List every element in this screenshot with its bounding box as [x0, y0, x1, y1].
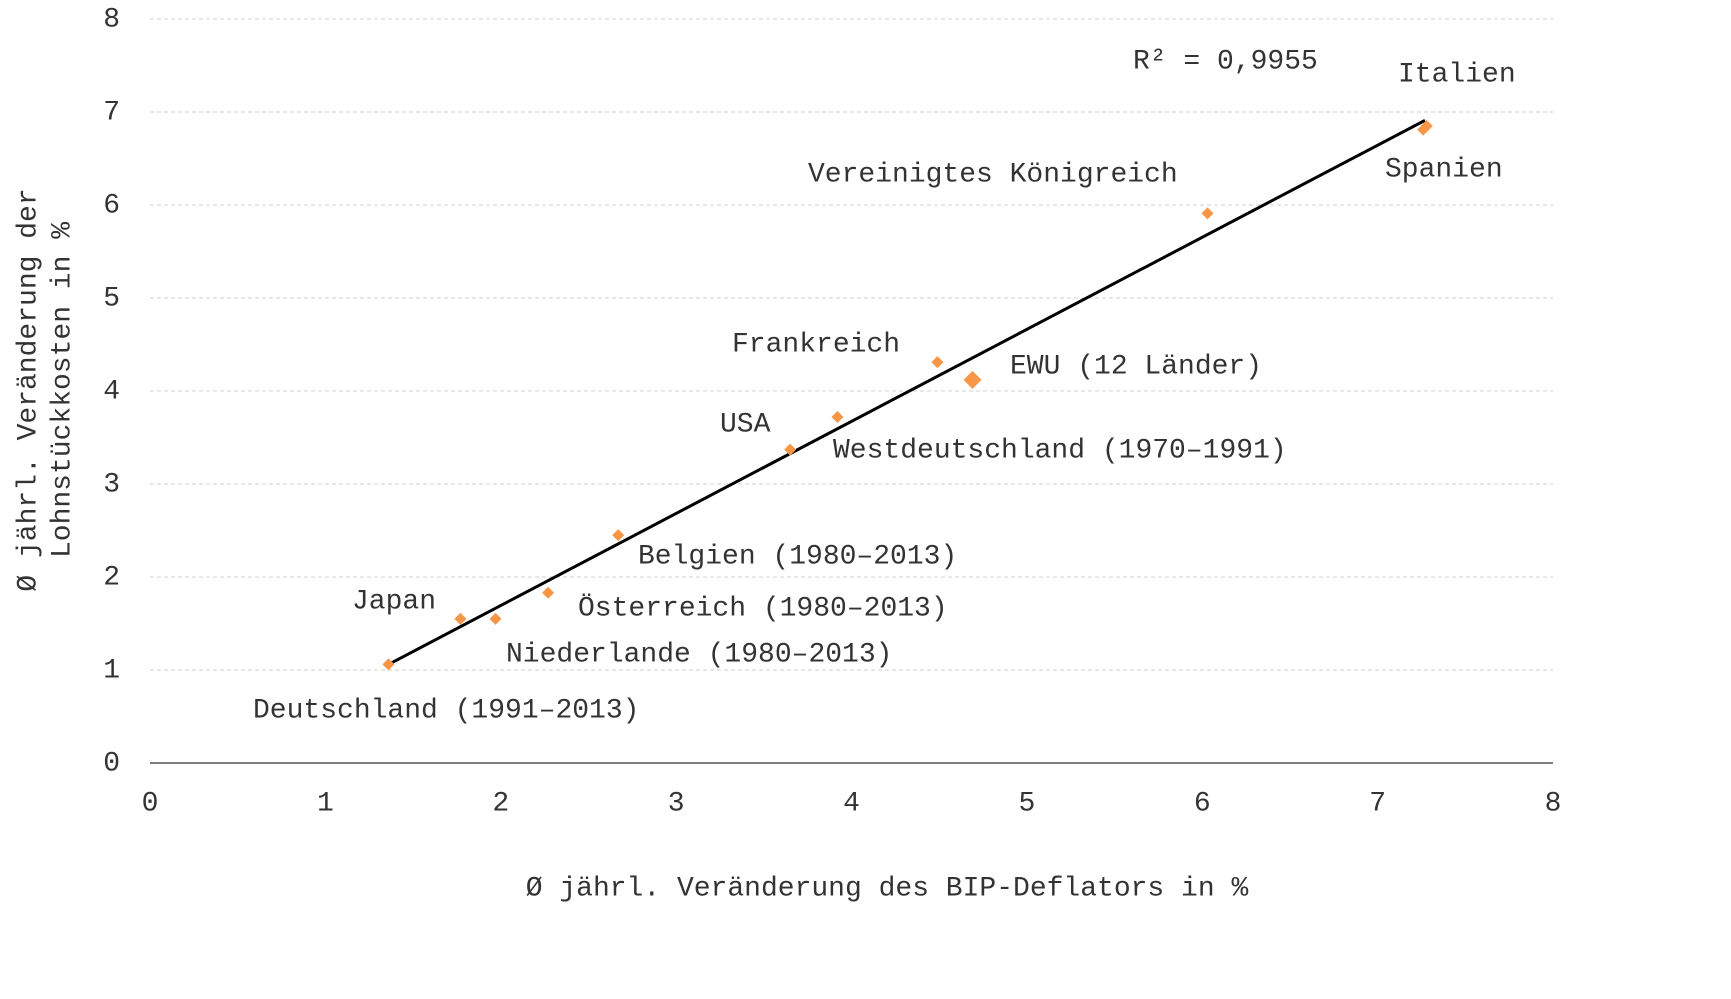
point-label: Spanien	[1385, 154, 1503, 185]
point-label: Japan	[352, 586, 436, 617]
y-tick-label: 7	[103, 97, 120, 128]
point-label: USA	[720, 409, 771, 440]
x-tick-label: 0	[142, 788, 159, 819]
x-tick-label: 3	[668, 788, 685, 819]
point-label: Deutschland (1991–2013)	[253, 695, 639, 726]
point-label: Westdeutschland (1970–1991)	[833, 435, 1287, 466]
x-tick-label: 2	[492, 788, 509, 819]
point	[784, 443, 797, 456]
x-tick-label: 7	[1369, 788, 1386, 819]
trendline	[387, 119, 1426, 666]
y-axis-title: Lohnstückkosten in %	[47, 222, 78, 558]
y-tick-label: 3	[103, 469, 120, 500]
point	[963, 370, 982, 389]
point-label: Frankreich	[732, 329, 900, 360]
point	[542, 586, 555, 599]
x-tick-label: 4	[843, 788, 860, 819]
point	[382, 658, 395, 671]
point	[489, 612, 502, 625]
annotation: R² = 0,9955	[1133, 46, 1318, 77]
x-tick-label: 6	[1194, 788, 1211, 819]
point-label: Österreich (1980–2013)	[578, 592, 948, 624]
point-label: Italien	[1398, 59, 1516, 90]
y-tick-label: 2	[103, 562, 120, 593]
point	[931, 356, 944, 369]
y-tick-label: 8	[103, 4, 120, 35]
x-tick-label: 5	[1018, 788, 1035, 819]
point	[612, 529, 625, 542]
x-tick-label: 8	[1545, 788, 1562, 819]
y-tick-label: 5	[103, 283, 120, 314]
point-label: Vereinigtes Königreich	[808, 159, 1178, 190]
point	[1420, 119, 1433, 132]
y-tick-label: 0	[103, 748, 120, 779]
y-tick-label: 6	[103, 190, 120, 221]
y-axis-title: Ø jährl. Veränderung der	[13, 188, 44, 591]
x-tick-label: 1	[317, 788, 334, 819]
point	[831, 411, 844, 424]
point-label: EWU (12 Länder)	[1010, 351, 1262, 382]
point-label: Niederlande (1980–2013)	[506, 639, 892, 670]
point	[1201, 207, 1214, 220]
y-tick-label: 1	[103, 655, 120, 686]
point	[454, 612, 467, 625]
y-tick-label: 4	[103, 376, 120, 407]
x-axis-title: Ø jährl. Veränderung des BIP-Deflators i…	[526, 873, 1249, 904]
point-label: Belgien (1980–2013)	[638, 541, 957, 572]
